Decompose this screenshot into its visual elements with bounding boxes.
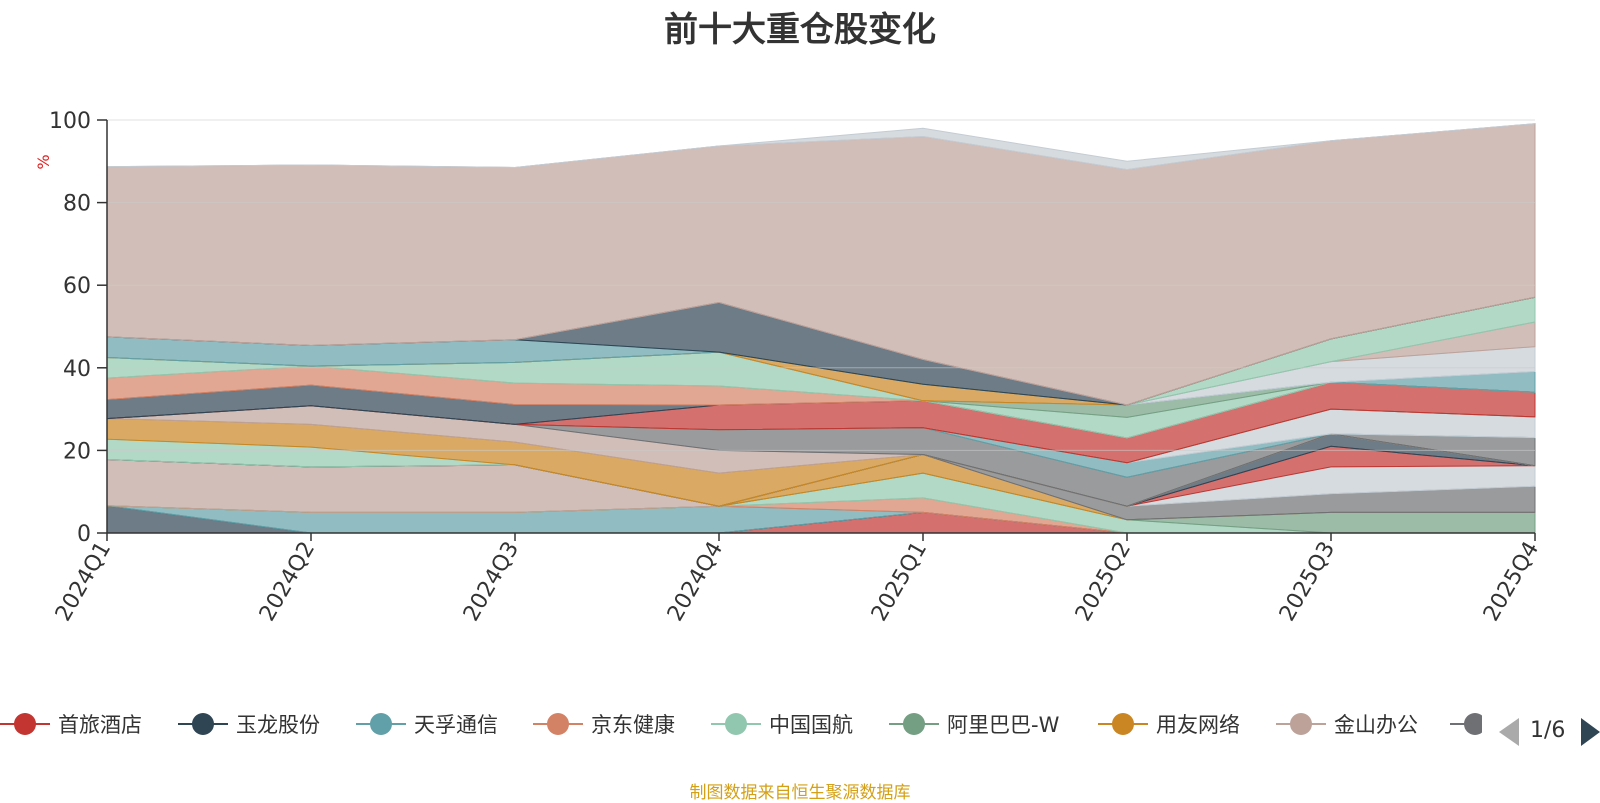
x-tick-label-3: 2024Q4	[663, 538, 728, 626]
legend-symbol	[1098, 706, 1148, 742]
legend-dot	[1290, 713, 1312, 735]
legend: 首旅酒店 玉龙股份 天孚通信 京东健康 中国国航 阿里巴巴-W 用友网络 金山办公	[0, 706, 1600, 742]
legend-symbol	[178, 706, 228, 742]
y-tick-label-0: 0	[77, 522, 91, 547]
y-tick-label-3: 60	[63, 274, 91, 299]
legend-next-page-icon[interactable]	[1581, 718, 1600, 746]
series-area-35	[106, 123, 1536, 171]
legend-dot	[547, 713, 569, 735]
legend-label: 玉龙股份	[236, 713, 320, 737]
legend-dot	[192, 713, 214, 735]
legend-item-1[interactable]: 首旅酒店	[0, 706, 142, 742]
legend-symbol	[889, 706, 939, 742]
legend-symbol	[0, 706, 50, 742]
legend-dot	[725, 713, 747, 735]
legend-item-7[interactable]: 用友网络	[1098, 706, 1240, 742]
y-tick-label-2: 40	[63, 357, 91, 382]
x-tick-label-7: 2025Q4	[1479, 538, 1544, 626]
legend-dot	[903, 713, 925, 735]
legend-label: 天孚通信	[414, 713, 498, 737]
legend-item-2[interactable]: 玉龙股份	[178, 706, 320, 742]
legend-partial-dot	[1464, 713, 1482, 735]
x-tick-label-4: 2025Q1	[867, 538, 932, 626]
x-tick-label-5: 2025Q2	[1071, 538, 1136, 626]
y-tick-label-4: 80	[63, 192, 91, 217]
legend-page-indicator: 1/6	[1530, 718, 1566, 743]
legend-symbol	[1276, 706, 1326, 742]
area-chart: 0 20 40 60 80 100 2024Q1 2024Q2 2024Q3 2024Q4 2025…	[34, 109, 1544, 626]
legend-item-8[interactable]: 金山办公	[1276, 706, 1418, 742]
legend-symbol	[533, 706, 583, 742]
chart-title: 前十大重仓股变化	[664, 10, 936, 50]
legend-dot	[14, 713, 36, 735]
legend-symbol	[356, 706, 406, 742]
legend-item-6[interactable]: 阿里巴巴-W	[889, 706, 1059, 742]
legend-label: 中国国航	[769, 713, 853, 737]
x-tick-label-6: 2025Q3	[1275, 538, 1340, 626]
y-tick-label-1: 20	[63, 439, 91, 464]
legend-label: 京东健康	[591, 713, 675, 737]
x-tick-label-1: 2024Q2	[255, 538, 320, 626]
legend-prev-page-icon[interactable]	[1499, 718, 1519, 746]
legend-label: 用友网络	[1156, 713, 1240, 737]
legend-dot	[370, 713, 392, 735]
legend-dot	[1112, 713, 1134, 735]
legend-label: 金山办公	[1334, 713, 1418, 737]
legend-label: 首旅酒店	[58, 713, 142, 737]
legend-symbol	[711, 706, 761, 742]
legend-item-4[interactable]: 京东健康	[533, 706, 675, 742]
source-note: 制图数据来自恒生聚源数据库	[689, 783, 911, 803]
legend-item-partial[interactable]	[1450, 706, 1482, 742]
y-axis-label: %	[34, 154, 53, 169]
y-tick-label-5: 100	[49, 109, 91, 134]
x-tick-label-0: 2024Q1	[51, 538, 116, 626]
legend-item-5[interactable]: 中国国航	[711, 706, 853, 742]
x-tick-label-2: 2024Q3	[459, 538, 524, 626]
legend-item-3[interactable]: 天孚通信	[356, 706, 498, 742]
legend-label: 阿里巴巴-W	[947, 713, 1060, 737]
